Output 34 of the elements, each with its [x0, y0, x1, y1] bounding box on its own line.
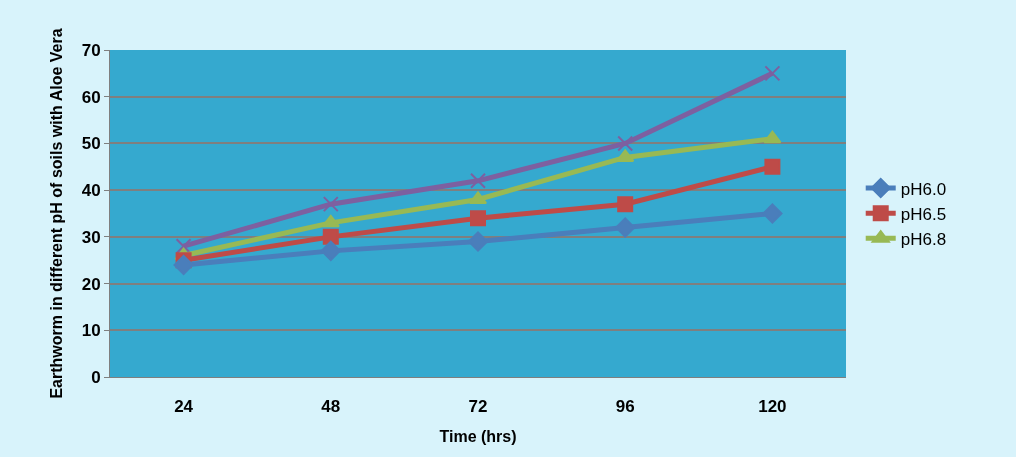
x-tick-label: 72: [468, 397, 488, 417]
point: [175, 238, 192, 255]
point: [470, 172, 486, 189]
x-tick-label: 24: [174, 397, 194, 417]
point: [470, 210, 486, 227]
point: [763, 130, 782, 144]
point: [615, 217, 636, 238]
y-tick-label: 20: [81, 274, 101, 294]
y-tick-label: 60: [81, 87, 101, 107]
point: [322, 196, 339, 213]
point: [764, 158, 781, 175]
point: [173, 254, 194, 275]
point: [320, 240, 341, 261]
legend-label: pH6.5: [900, 204, 947, 224]
point: [617, 135, 634, 152]
legend-label: pH6.8: [900, 229, 947, 249]
point: [764, 65, 781, 82]
y-tick-label: 50: [81, 134, 101, 154]
point: [617, 196, 634, 213]
y-axis-title: Earthworm in different pH of soils with Aloe Vera: [47, 28, 65, 399]
y-tick-label: 10: [81, 321, 101, 341]
point: [322, 228, 339, 245]
x-tick-label: 120: [758, 397, 787, 417]
x-axis-title: Time (hrs): [439, 428, 517, 446]
y-tick-label: 0: [91, 367, 101, 387]
point: [321, 214, 340, 228]
x-tick-label: 48: [321, 397, 341, 417]
y-tick-label: 40: [81, 181, 101, 201]
point: [762, 203, 783, 224]
point: [467, 231, 489, 252]
x-tick-label: 96: [615, 397, 635, 417]
y-tick-label: 30: [81, 227, 101, 247]
y-tick-label: 70: [81, 40, 101, 60]
legend-label: pH6.0: [900, 179, 947, 199]
